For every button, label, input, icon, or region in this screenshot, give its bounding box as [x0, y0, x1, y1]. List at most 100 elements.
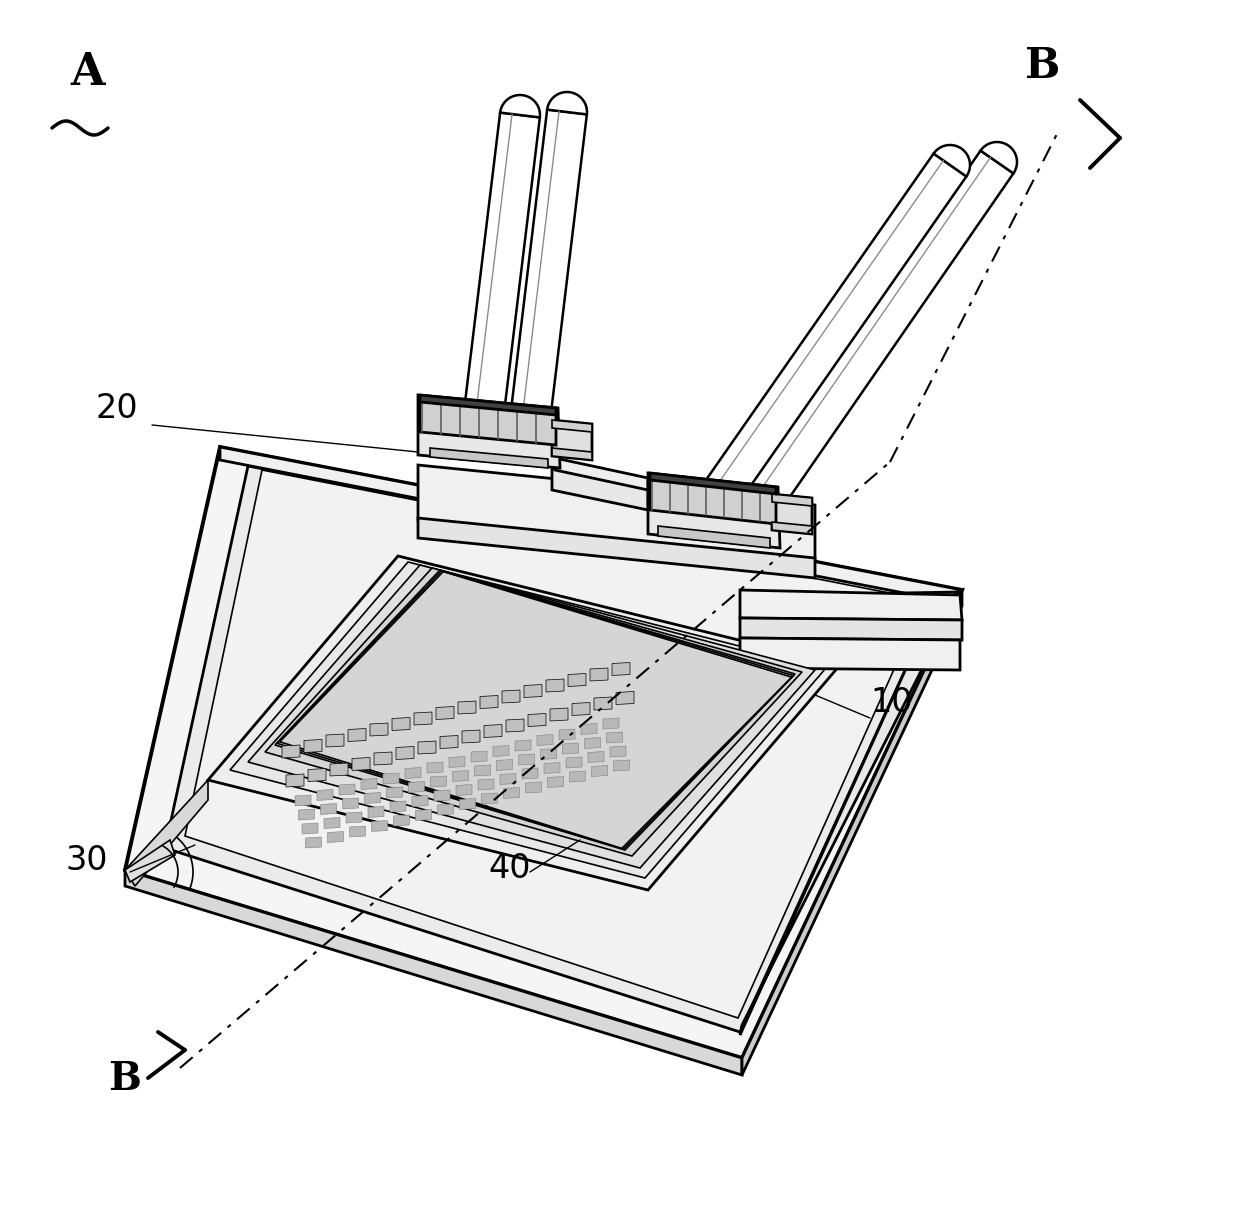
Text: 20: 20	[95, 392, 138, 425]
Polygon shape	[613, 663, 630, 676]
Polygon shape	[537, 735, 553, 746]
Polygon shape	[348, 729, 366, 741]
Polygon shape	[125, 780, 208, 886]
Polygon shape	[773, 494, 812, 533]
Polygon shape	[551, 709, 568, 721]
Polygon shape	[408, 781, 424, 793]
Polygon shape	[125, 870, 742, 1075]
Polygon shape	[303, 823, 317, 834]
Polygon shape	[506, 719, 525, 731]
Polygon shape	[458, 701, 476, 715]
Polygon shape	[484, 724, 502, 737]
Polygon shape	[548, 776, 563, 787]
Polygon shape	[405, 768, 422, 779]
Polygon shape	[324, 817, 340, 828]
Polygon shape	[740, 639, 960, 670]
Polygon shape	[480, 695, 498, 709]
Polygon shape	[165, 466, 937, 1032]
Polygon shape	[503, 787, 520, 799]
Polygon shape	[745, 151, 1013, 513]
Polygon shape	[496, 759, 512, 770]
Polygon shape	[588, 752, 604, 763]
Polygon shape	[541, 748, 557, 759]
Polygon shape	[456, 785, 472, 795]
Polygon shape	[502, 690, 520, 702]
Polygon shape	[440, 735, 458, 748]
Polygon shape	[393, 815, 409, 826]
Polygon shape	[569, 771, 585, 782]
Polygon shape	[563, 744, 579, 754]
Polygon shape	[219, 447, 962, 600]
Polygon shape	[591, 765, 608, 776]
Polygon shape	[500, 95, 539, 117]
Polygon shape	[346, 812, 362, 823]
Polygon shape	[365, 793, 381, 804]
Polygon shape	[125, 447, 962, 1059]
Polygon shape	[590, 667, 608, 681]
Polygon shape	[299, 809, 315, 820]
Polygon shape	[342, 798, 358, 809]
Polygon shape	[463, 730, 480, 744]
Polygon shape	[420, 400, 556, 445]
Polygon shape	[430, 448, 548, 468]
Polygon shape	[304, 740, 322, 752]
Polygon shape	[528, 713, 546, 727]
Polygon shape	[430, 776, 446, 787]
Polygon shape	[507, 110, 587, 448]
Polygon shape	[248, 565, 815, 868]
Polygon shape	[418, 518, 815, 578]
Polygon shape	[208, 556, 839, 890]
Polygon shape	[418, 395, 560, 468]
Polygon shape	[387, 787, 403, 798]
Polygon shape	[427, 762, 443, 772]
Polygon shape	[760, 591, 960, 605]
Polygon shape	[436, 706, 454, 719]
Polygon shape	[584, 737, 600, 748]
Polygon shape	[934, 145, 970, 176]
Polygon shape	[449, 757, 465, 768]
Polygon shape	[568, 674, 587, 687]
Polygon shape	[526, 782, 542, 793]
Polygon shape	[286, 774, 304, 787]
Polygon shape	[320, 804, 336, 815]
Polygon shape	[565, 757, 582, 768]
Polygon shape	[594, 696, 613, 710]
Polygon shape	[352, 758, 370, 770]
Polygon shape	[391, 801, 405, 812]
Polygon shape	[305, 836, 321, 849]
Polygon shape	[412, 795, 428, 806]
Polygon shape	[649, 473, 780, 548]
Polygon shape	[522, 768, 538, 779]
Polygon shape	[582, 723, 596, 735]
Polygon shape	[603, 718, 619, 729]
Polygon shape	[330, 763, 348, 776]
Text: A: A	[69, 51, 104, 94]
Polygon shape	[773, 521, 812, 533]
Polygon shape	[361, 779, 377, 789]
Polygon shape	[125, 840, 175, 882]
Polygon shape	[658, 526, 770, 548]
Text: B: B	[1025, 45, 1060, 87]
Polygon shape	[740, 590, 962, 620]
Text: 10: 10	[870, 686, 913, 719]
Polygon shape	[295, 795, 311, 806]
Polygon shape	[481, 793, 497, 804]
Polygon shape	[477, 779, 494, 791]
Polygon shape	[326, 734, 343, 747]
Polygon shape	[372, 821, 387, 832]
Polygon shape	[552, 420, 591, 432]
Polygon shape	[606, 731, 622, 744]
Polygon shape	[471, 751, 487, 762]
Polygon shape	[650, 478, 776, 524]
Polygon shape	[525, 684, 542, 698]
Polygon shape	[438, 804, 454, 815]
Polygon shape	[229, 562, 826, 877]
Polygon shape	[546, 680, 564, 692]
Polygon shape	[475, 765, 491, 776]
Polygon shape	[374, 752, 392, 765]
Polygon shape	[572, 702, 590, 716]
Polygon shape	[742, 590, 962, 1075]
Polygon shape	[308, 769, 326, 781]
Text: B: B	[108, 1060, 141, 1098]
Polygon shape	[460, 799, 475, 810]
